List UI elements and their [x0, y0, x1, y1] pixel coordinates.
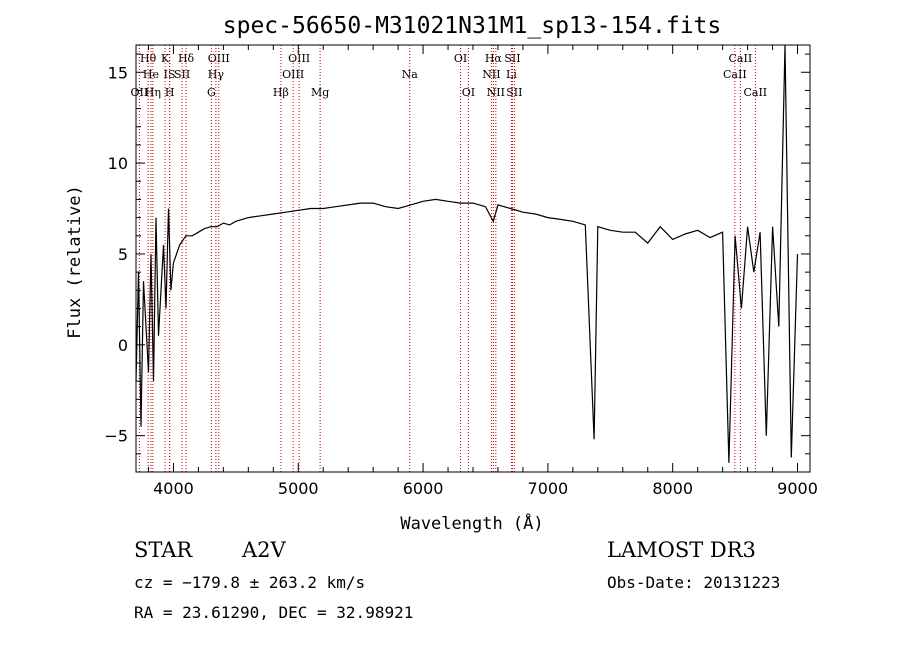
x-tick-label-4000: 4000	[153, 479, 194, 498]
y-tick-label-5: 5	[118, 245, 128, 264]
line-label-27: CaII	[743, 86, 767, 99]
y-tick-label-10: 10	[108, 154, 128, 173]
line-label-10: Hγ	[208, 68, 225, 81]
line-label-9: OIII	[208, 52, 230, 65]
line-label-15: Mg	[311, 86, 329, 99]
line-label-22: SII	[504, 52, 520, 65]
line-label-7: SII	[174, 68, 190, 81]
x-tick-label-7000: 7000	[528, 479, 569, 498]
line-label-21: NII	[487, 86, 505, 99]
line-label-23: Li	[506, 68, 517, 81]
line-label-18: OI	[462, 86, 475, 99]
object-subclass: A2V	[242, 538, 286, 562]
y-tick-label-0: 0	[118, 336, 128, 355]
line-label-11: G	[207, 86, 216, 99]
plot-area: Hθ OII He Hη K IS H SII Hδ OIII Hγ G Hβ OIII OIII Mg Na O…	[104, 44, 818, 498]
line-label-2: He	[143, 68, 159, 81]
line-label-24: SII	[506, 86, 522, 99]
y-tick-label-15: 15	[108, 63, 128, 82]
line-label-3: Hη	[145, 86, 161, 99]
x-axis-label: Wavelength (Å)	[400, 512, 543, 534]
chart-title: spec-56650-M31021N31M1_sp13-154.fits	[223, 13, 722, 39]
x-tick-label-6000: 6000	[403, 479, 444, 498]
redshift-cz: cz = −179.8 ± 263.2 km/s	[134, 573, 366, 592]
survey-name: LAMOST DR3	[607, 538, 756, 562]
line-label-8: Hδ	[178, 52, 195, 65]
line-label-6: H	[165, 86, 175, 99]
line-label-16: Na	[402, 68, 419, 81]
plot-frame	[135, 44, 811, 473]
spectrum-line	[135, 44, 799, 463]
line-label-25: CaII	[729, 52, 753, 65]
line-label-14: OIII	[282, 68, 304, 81]
line-label-12: Hβ	[273, 86, 289, 99]
x-tick-label-9000: 9000	[777, 479, 818, 498]
x-tick-label-5000: 5000	[278, 479, 319, 498]
y-tick-label--5: −5	[104, 427, 128, 446]
line-label-26: CaII	[723, 68, 747, 81]
object-class: STAR	[134, 538, 193, 562]
line-label-20: NII	[482, 68, 500, 81]
y-axis-label: Flux (relative)	[65, 185, 85, 339]
x-tick-label-8000: 8000	[652, 479, 693, 498]
line-label-4: K	[161, 52, 170, 65]
line-label-19: Hα	[485, 52, 503, 65]
obs-date: Obs-Date: 20131223	[607, 573, 781, 592]
line-label-17: OI	[454, 52, 467, 65]
coordinates: RA = 23.61290, DEC = 32.98921	[134, 603, 414, 622]
line-label-0: Hθ	[140, 52, 157, 65]
line-label-1: OII	[131, 86, 149, 99]
line-label-13: OIII	[288, 52, 310, 65]
line-label-5: IS	[164, 68, 176, 81]
